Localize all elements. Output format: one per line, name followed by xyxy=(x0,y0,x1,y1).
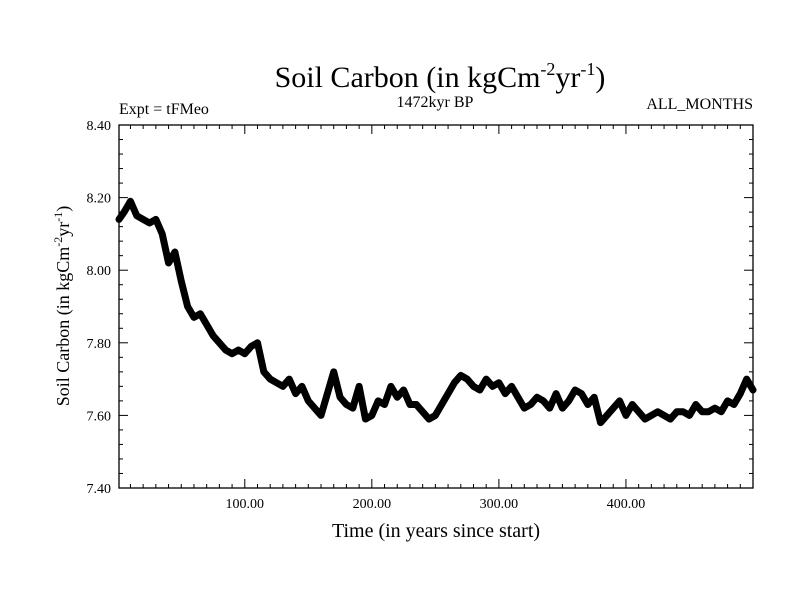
soil-carbon-series-line xyxy=(115,197,757,427)
y-tick-labels: 7.40 7.60 7.80 8.00 8.20 8.40 xyxy=(87,119,112,497)
experiment-label: Expt = tFMeo xyxy=(119,101,209,118)
chart-title-sup2: -1 xyxy=(580,59,595,79)
chart-title-end: ) xyxy=(595,61,605,94)
months-label: ALL_MONTHS xyxy=(646,96,753,113)
x-tick-label: 100.00 xyxy=(226,497,265,512)
x-tick-label: 400.00 xyxy=(607,497,646,512)
chart-title-mid: yr xyxy=(555,61,580,94)
y-axis-label: Soil Carbon (in kgCm-2yr-1) xyxy=(51,206,74,407)
axis-ticks xyxy=(119,125,753,488)
y-axis-label-mid: yr xyxy=(53,222,73,237)
y-axis-label-end: ) xyxy=(53,206,74,212)
y-tick-label: 7.80 xyxy=(87,337,112,352)
x-tick-label: 300.00 xyxy=(480,497,519,512)
y-tick-label: 8.00 xyxy=(87,264,112,279)
plot-area xyxy=(118,124,754,489)
y-tick-label: 7.40 xyxy=(87,482,112,497)
x-tick-label: 200.00 xyxy=(353,497,392,512)
y-axis-label-sup2: -1 xyxy=(51,212,65,222)
y-tick-label: 7.60 xyxy=(87,409,112,424)
period-label: 1472kyr BP xyxy=(397,94,474,111)
chart-title-sup1: -2 xyxy=(540,59,555,79)
y-axis-label-sup1: -2 xyxy=(51,237,65,247)
y-axis-label-main: Soil Carbon (in kgCm xyxy=(53,247,74,407)
x-tick-labels: 100.00 200.00 300.00 400.00 xyxy=(226,497,646,512)
chart-title: Soil Carbon (in kgCm-2yr-1) xyxy=(275,59,606,94)
y-tick-label: 8.20 xyxy=(87,192,112,207)
chart-title-main: Soil Carbon (in kgCm xyxy=(275,61,541,94)
y-tick-label: 8.40 xyxy=(87,119,112,134)
x-axis-label: Time (in years since start) xyxy=(332,520,540,542)
